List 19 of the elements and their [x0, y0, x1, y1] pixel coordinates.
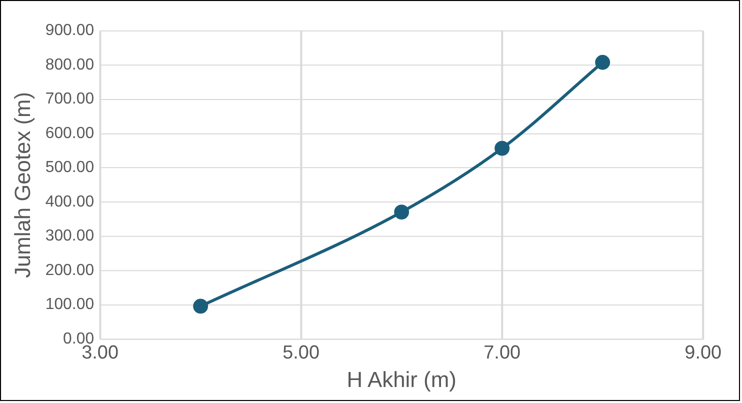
y-tick-label: 800.00 [45, 56, 94, 74]
x-tick-label: 5.00 [282, 342, 320, 364]
x-tick-label: 3.00 [82, 342, 118, 364]
y-tick-label: 100.00 [45, 296, 94, 314]
x-tick-label: 7.00 [484, 342, 521, 364]
x-tick-label: 9.00 [684, 342, 722, 364]
y-tick-label: 400.00 [45, 194, 94, 210]
y-tick-label: 300.00 [45, 228, 94, 245]
point [394, 204, 410, 220]
y-tick-label: 700.00 [45, 90, 94, 108]
point [494, 140, 510, 156]
x-axis-title: H Akhir (m) [346, 366, 456, 392]
point [595, 54, 610, 70]
y-axis-title: Jumlah Geotex (m) [10, 92, 36, 278]
y-tick-label: 900.00 [45, 22, 94, 40]
y-tick-label: 500.00 [45, 159, 94, 176]
point [193, 298, 208, 314]
y-tick-label: 200.00 [45, 262, 94, 279]
y-tick-label: 600.00 [45, 125, 94, 142]
